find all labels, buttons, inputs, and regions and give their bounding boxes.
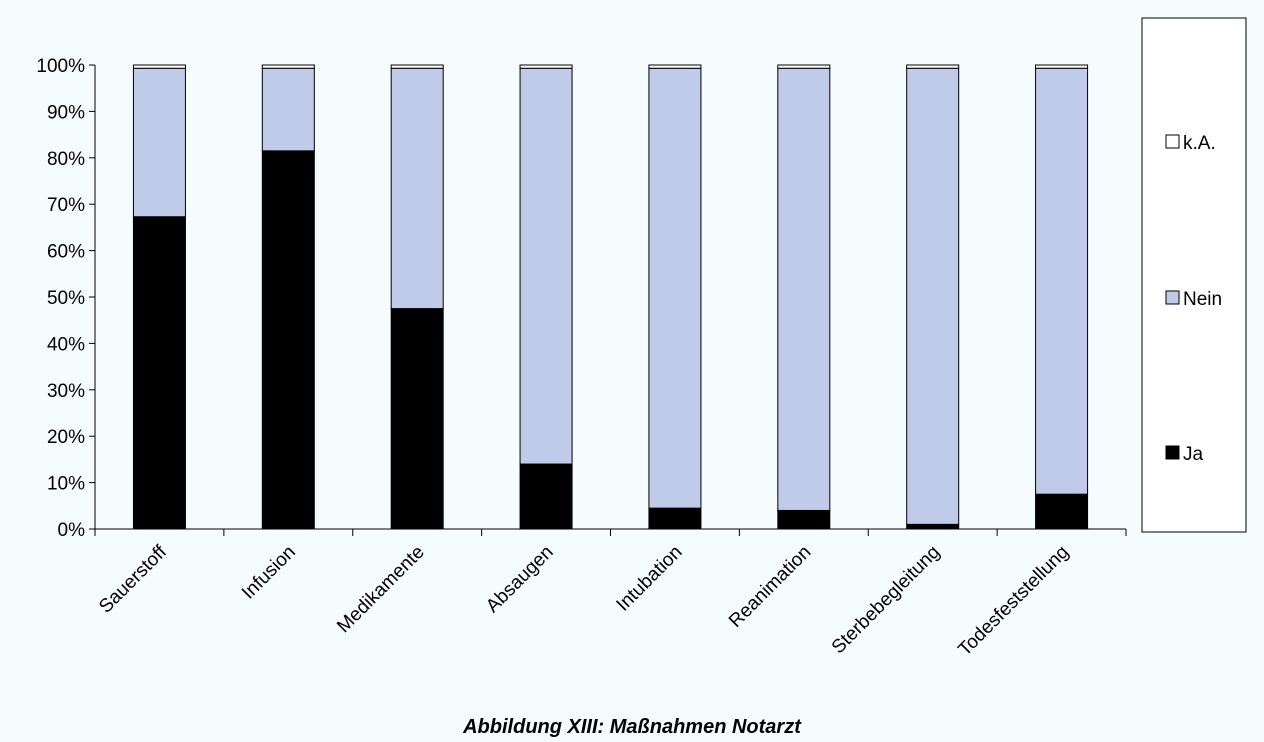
- bar-k-a-absaugen: [519, 64, 573, 69]
- y-tick-label: 70%: [47, 195, 85, 216]
- bar-k-a-reanimation: [777, 64, 831, 69]
- bar-nein-sauerstoff: [132, 67, 186, 218]
- legend-label: Nein: [1183, 289, 1222, 310]
- bar-k-a-sauerstoff: [132, 64, 186, 69]
- legend-label: k.A.: [1183, 133, 1216, 154]
- bar-ja-todesfeststellung: [1035, 493, 1089, 530]
- legend-box: [1141, 17, 1247, 533]
- bar-nein-infusion: [261, 67, 315, 152]
- bar-nein-intubation: [648, 67, 702, 509]
- y-tick-label: 20%: [47, 427, 85, 448]
- legend-label: Ja: [1183, 444, 1204, 465]
- bar-ja-sauerstoff: [132, 216, 186, 530]
- bar-nein-absaugen: [519, 67, 573, 465]
- bar-ja-sterbebegleitung: [906, 523, 960, 530]
- y-tick-label: 80%: [47, 149, 85, 170]
- bar-ja-medikamente: [390, 308, 444, 530]
- bar-k-a-intubation: [648, 64, 702, 69]
- bar-nein-medikamente: [390, 67, 444, 310]
- legend-swatch-k-a: [1165, 134, 1180, 149]
- y-tick-label: 0%: [58, 520, 86, 541]
- x-category-label: Medikamente: [333, 542, 429, 638]
- legend-swatch-ja: [1165, 445, 1180, 460]
- x-category-label: Infusion: [238, 542, 300, 604]
- x-category-label: Intubation: [613, 542, 687, 616]
- bar-nein-sterbebegleitung: [906, 67, 960, 525]
- figure-caption: Abbildung XIII: Maßnahmen Notarzt: [463, 716, 801, 738]
- bar-k-a-infusion: [261, 64, 315, 69]
- bar-k-a-todesfeststellung: [1035, 64, 1089, 69]
- y-tick-label: 10%: [47, 474, 85, 495]
- x-category-label: Sterbebegleitung: [828, 542, 944, 658]
- bar-ja-intubation: [648, 507, 702, 530]
- bar-ja-reanimation: [777, 509, 831, 530]
- bar-ja-absaugen: [519, 463, 573, 530]
- y-tick-label: 90%: [47, 102, 85, 123]
- y-tick-label: 40%: [47, 334, 85, 355]
- x-category-label: Todesfeststellung: [954, 542, 1073, 661]
- y-tick-label: 30%: [47, 381, 85, 402]
- bar-nein-reanimation: [777, 67, 831, 511]
- x-category-label: Reanimation: [725, 542, 815, 632]
- y-tick-label: 100%: [36, 56, 85, 77]
- legend-swatch-nein: [1165, 290, 1180, 305]
- bar-nein-todesfeststellung: [1035, 67, 1089, 495]
- bar-k-a-sterbebegleitung: [906, 64, 960, 69]
- y-tick-label: 50%: [47, 288, 85, 309]
- y-tick-label: 60%: [47, 242, 85, 263]
- bar-ja-infusion: [261, 150, 315, 530]
- x-category-label: Sauerstoff: [95, 541, 171, 617]
- x-category-label: Absaugen: [482, 542, 557, 617]
- bar-k-a-medikamente: [390, 64, 444, 69]
